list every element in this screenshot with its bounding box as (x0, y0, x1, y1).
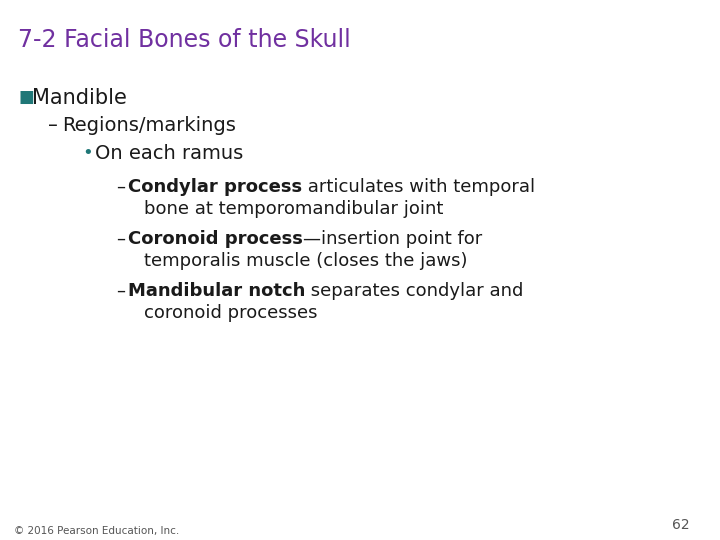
Text: temporalis muscle (closes the jaws): temporalis muscle (closes the jaws) (144, 252, 467, 270)
Text: Regions/markings: Regions/markings (62, 116, 236, 135)
Text: 62: 62 (672, 518, 690, 532)
Text: Mandible: Mandible (32, 88, 127, 108)
Text: —insertion point for: —insertion point for (303, 230, 482, 248)
Text: articulates with temporal: articulates with temporal (302, 178, 535, 196)
Text: coronoid processes: coronoid processes (144, 304, 318, 322)
Text: –: – (48, 116, 58, 135)
Text: separates condylar and: separates condylar and (305, 282, 523, 300)
Text: Coronoid process: Coronoid process (128, 230, 303, 248)
Text: –: – (116, 230, 125, 248)
Text: Mandibular notch: Mandibular notch (128, 282, 305, 300)
Text: © 2016 Pearson Education, Inc.: © 2016 Pearson Education, Inc. (14, 526, 179, 536)
Text: 7-2 Facial Bones of the Skull: 7-2 Facial Bones of the Skull (18, 28, 351, 52)
Text: •: • (82, 144, 93, 162)
Text: –: – (116, 282, 125, 300)
Text: ■: ■ (18, 88, 34, 106)
Text: Condylar process: Condylar process (128, 178, 302, 196)
Text: bone at temporomandibular joint: bone at temporomandibular joint (144, 200, 444, 218)
Text: –: – (116, 178, 125, 196)
Text: On each ramus: On each ramus (95, 144, 243, 163)
